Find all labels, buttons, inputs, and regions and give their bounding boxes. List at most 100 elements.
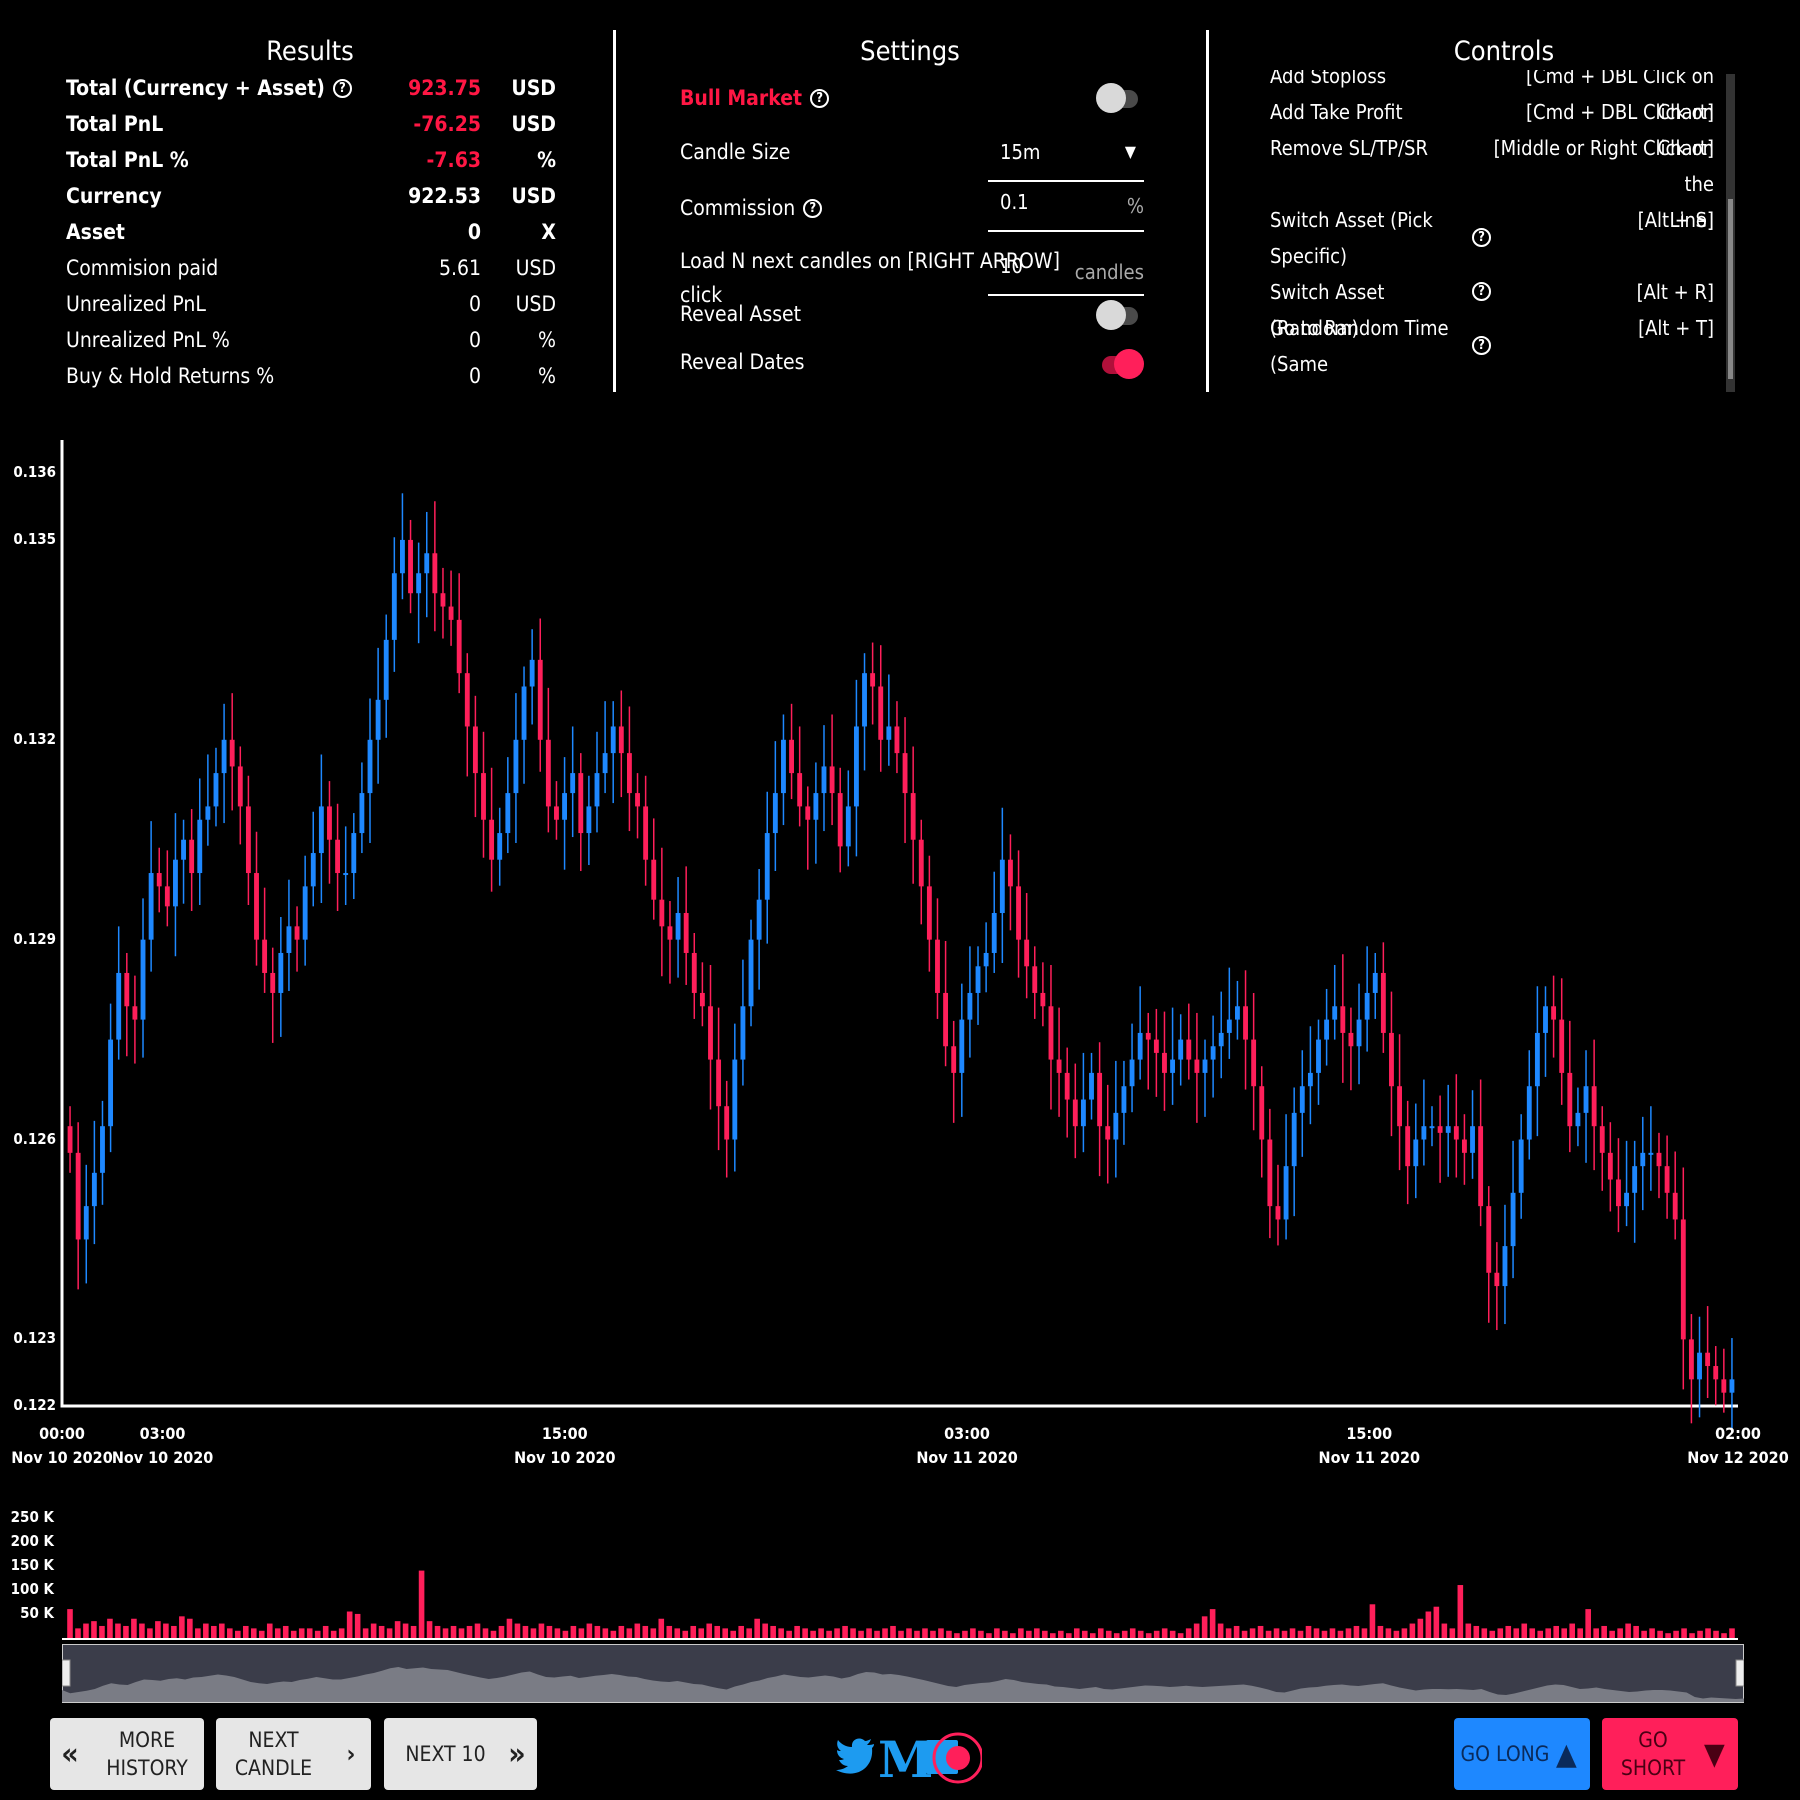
results-unit: USD [515, 256, 556, 280]
reveal-dates-toggle[interactable] [1102, 349, 1144, 379]
price-chart[interactable] [0, 430, 1800, 1430]
help-icon[interactable]: ? [1472, 336, 1491, 355]
results-row: Commision paid 5.61 USD [66, 250, 556, 286]
help-icon[interactable]: ? [810, 88, 830, 108]
candle-body [318, 806, 324, 854]
controls-scrollbar[interactable] [1726, 74, 1735, 392]
candle-body [1567, 1072, 1573, 1127]
volume-bar [474, 1623, 481, 1638]
control-shortcut: [Cmd + DBL Click on Chart] [1484, 94, 1714, 166]
discord-icon[interactable] [922, 1728, 982, 1788]
candle-body [1664, 1166, 1670, 1193]
volume-bar [578, 1628, 585, 1638]
candle-body [691, 952, 697, 993]
scrollbar-thumb[interactable] [1728, 199, 1733, 379]
candle-size-value: 15m [1000, 140, 1041, 164]
twitter-icon[interactable] [836, 1736, 876, 1780]
candle-body [837, 793, 843, 847]
candle-body [1429, 1126, 1435, 1129]
volume-bar [978, 1630, 984, 1638]
toggle-knob [1096, 300, 1126, 330]
go-short-button[interactable]: GO SHORT ▼ [1602, 1718, 1738, 1790]
candle-body [327, 806, 332, 840]
bull-market-toggle[interactable] [1096, 83, 1138, 113]
candle-body [213, 773, 219, 807]
volume-bar [187, 1618, 193, 1638]
volume-bar [522, 1625, 529, 1638]
candle-body [983, 952, 989, 967]
candle-body [1721, 1379, 1727, 1393]
reveal-asset-label: Reveal Asset [680, 302, 802, 326]
candle-body [116, 972, 122, 1040]
range-navigator[interactable] [62, 1644, 1744, 1704]
volume-bar [1265, 1630, 1272, 1638]
volume-bar [834, 1628, 840, 1638]
volume-bar [642, 1625, 649, 1638]
help-icon[interactable]: ? [1472, 228, 1491, 247]
results-label-text: Buy & Hold Returns % [66, 364, 275, 388]
volume-bar [794, 1625, 800, 1638]
navigator-handle[interactable] [1735, 1659, 1744, 1687]
candle-size-select[interactable]: 15m ▼ [988, 136, 1144, 182]
results-row: Total PnL -76.25 USD [66, 106, 556, 142]
volume-bar [1329, 1628, 1336, 1638]
volume-bar [490, 1630, 497, 1638]
volume-bar [658, 1618, 665, 1638]
control-row: Switch Asset (Random)? [Alt + R] [1270, 274, 1714, 340]
help-icon[interactable]: ? [332, 78, 352, 98]
commission-input[interactable]: 0.1 % [988, 186, 1144, 232]
volume-bar [83, 1623, 89, 1638]
go-long-button[interactable]: GO LONG ▲ [1454, 1718, 1590, 1790]
candle-body [1599, 1126, 1605, 1153]
candle-body [1210, 1046, 1216, 1060]
volume-bar [1289, 1628, 1296, 1638]
y-tick-label: 0.123 [13, 1329, 56, 1348]
candle-body [537, 659, 543, 740]
candle-body [1405, 1126, 1411, 1167]
y-tick-label: 0.126 [13, 1129, 56, 1148]
candle-body [278, 952, 284, 993]
volume-bar [506, 1618, 513, 1638]
next-candle-button[interactable]: NEXT CANDLE › [216, 1718, 371, 1790]
volume-bar [498, 1625, 505, 1638]
y-tick-label: 0.135 [13, 529, 56, 548]
results-label: Currency [66, 184, 396, 208]
volume-bar [123, 1625, 129, 1638]
volume-bar [858, 1630, 864, 1638]
help-icon[interactable]: ? [1472, 282, 1491, 301]
candle-body [1291, 1112, 1297, 1167]
volume-bar [179, 1616, 185, 1638]
candle-body [821, 766, 827, 794]
candle-body [432, 553, 438, 594]
candle-body [75, 1152, 81, 1240]
control-action: Add Stoploss [1270, 70, 1470, 94]
volume-bar [570, 1625, 577, 1638]
candle-body [1202, 1059, 1208, 1073]
load-label-line2: click [680, 283, 723, 307]
volume-bar [386, 1628, 393, 1638]
volume-bar [1081, 1630, 1088, 1638]
reveal-asset-toggle[interactable] [1096, 300, 1138, 330]
navigator-series [62, 1667, 1744, 1702]
candle-body [902, 753, 908, 794]
reveal-dates-label: Reveal Dates [680, 350, 805, 374]
candle-body [1105, 1126, 1111, 1140]
control-action-line1: Add Take Profit [1270, 100, 1403, 124]
results-row: Asset 0 X [66, 214, 556, 250]
next-10-button[interactable]: NEXT 10 » [384, 1718, 537, 1790]
candle-body [270, 972, 276, 993]
navigator-handle[interactable] [62, 1659, 71, 1687]
more-history-button[interactable]: « MORE HISTORY [50, 1718, 204, 1790]
volume-bar [1465, 1623, 1472, 1638]
volume-bar [362, 1628, 369, 1638]
medium-icon[interactable]: M [878, 1730, 934, 1789]
help-icon[interactable]: ? [803, 198, 823, 218]
volume-bar [586, 1623, 593, 1638]
volume-bar [171, 1625, 177, 1638]
candle-body [108, 1039, 114, 1127]
volume-bar [1042, 1630, 1048, 1638]
load-candles-input[interactable]: 10 candles [988, 250, 1144, 296]
candle-body [545, 739, 551, 807]
arrow-up-icon: ▲ [1556, 1736, 1577, 1772]
candle-body [1097, 1072, 1103, 1127]
